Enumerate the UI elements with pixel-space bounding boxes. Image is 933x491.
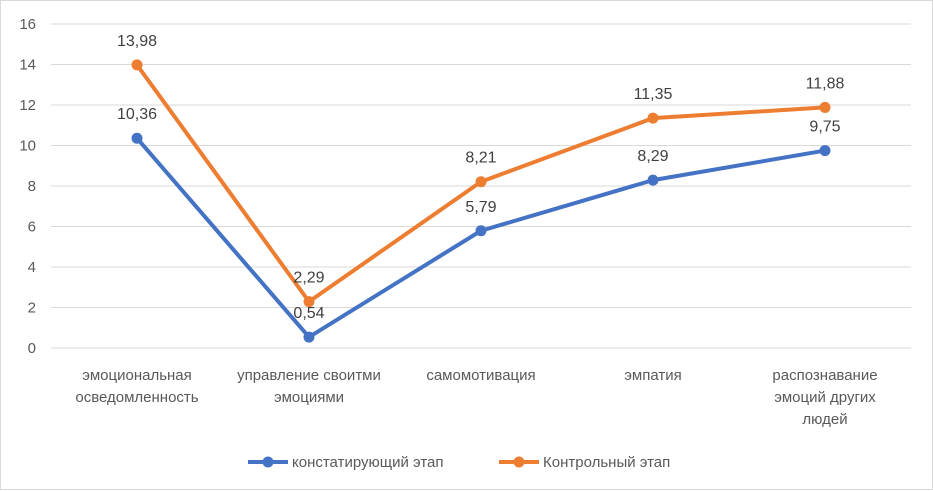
y-tick-label: 0	[28, 340, 36, 357]
data-point	[303, 296, 315, 308]
data-label: 13,98	[117, 33, 157, 50]
data-label: 11,88	[806, 75, 845, 92]
y-tick-label: 2	[28, 300, 36, 317]
data-label: 0,54	[293, 305, 324, 322]
y-tick-label: 12	[19, 97, 36, 114]
y-tick-label: 4	[28, 259, 36, 276]
data-label: 10,36	[117, 106, 157, 123]
x-category-label-line: эмоциями	[274, 389, 344, 406]
data-point	[131, 59, 143, 71]
series-2	[131, 59, 831, 308]
data-label: 5,79	[465, 199, 496, 216]
legend-item: констатирующий этап	[248, 454, 444, 471]
data-label: 8,29	[637, 148, 668, 165]
legend: констатирующий этап Контрольный этап	[248, 454, 670, 471]
data-label: 2,29	[293, 270, 324, 287]
legend-label: констатирующий этап	[292, 454, 444, 471]
data-point	[819, 145, 831, 157]
data-label: 9,75	[809, 119, 840, 136]
x-category-label-line: людей	[802, 411, 847, 428]
x-category-label-line: осведомленность	[75, 389, 198, 406]
data-labels: 10,36 0,54 5,79 8,29 9,75 13,98 2,29 8,21 11,35 1…	[117, 33, 845, 322]
legend-label: Контрольный этап	[543, 454, 670, 471]
data-point	[475, 225, 487, 237]
y-tick-label: 14	[19, 57, 36, 74]
y-tick-label: 8	[28, 178, 36, 195]
y-tick-label: 16	[19, 16, 36, 33]
data-point	[475, 176, 487, 188]
x-category-label-line: эмоциональная	[82, 367, 192, 384]
data-point	[647, 112, 659, 124]
legend-item: Контрольный этап	[499, 454, 670, 471]
x-category-label-line: самомотивация	[426, 367, 535, 384]
x-category-label: самомотивация	[426, 367, 535, 384]
data-point	[819, 101, 831, 113]
series-1	[131, 132, 831, 343]
legend-swatch-marker	[262, 456, 274, 468]
y-tick-label: 6	[28, 219, 36, 236]
legend-swatch-marker	[513, 456, 525, 468]
x-axis-categories: эмоциональная осведомленность управление с…	[75, 367, 877, 428]
y-tick-label: 10	[19, 138, 36, 155]
x-category-label: эмоциональная осведомленность	[75, 367, 198, 406]
data-point	[303, 331, 315, 343]
x-category-label-line: эмоций других	[774, 389, 876, 406]
x-category-label-line: управление своитми	[237, 367, 381, 384]
x-category-label-line: эмпатия	[624, 367, 681, 384]
y-axis-ticks: 0 2 4 6 8 10 12 14 16	[19, 16, 36, 357]
x-category-label: управление своитми эмоциями	[237, 367, 381, 406]
data-point	[647, 174, 659, 186]
data-label: 11,35	[634, 86, 673, 103]
series-lines	[131, 59, 831, 343]
data-point	[131, 132, 143, 144]
data-label: 8,21	[465, 150, 496, 167]
x-category-label: распознавание эмоций других людей	[772, 367, 877, 428]
x-category-label: эмпатия	[624, 367, 681, 384]
x-category-label-line: распознавание	[772, 367, 877, 384]
